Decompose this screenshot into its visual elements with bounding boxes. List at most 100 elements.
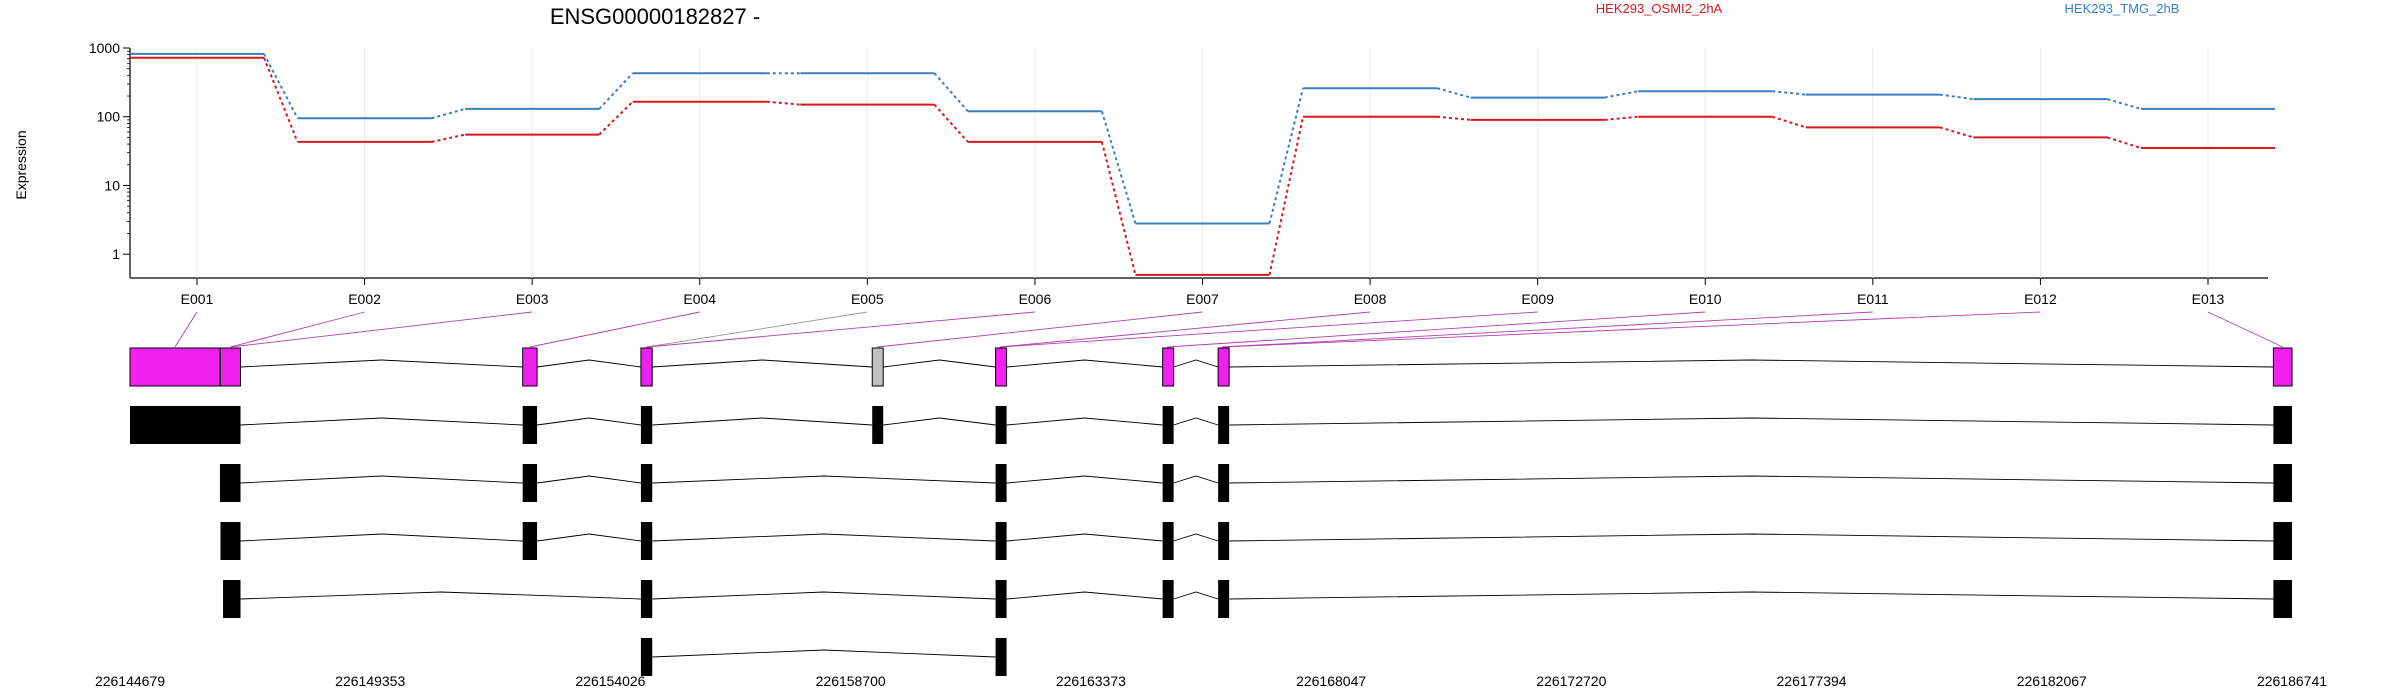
transcript-exon bbox=[1218, 522, 1229, 560]
series-2-connector bbox=[1270, 88, 1304, 223]
series-1-connector bbox=[934, 105, 968, 142]
transcript-exon bbox=[1218, 464, 1229, 502]
genomic-coordinate-label: 226177394 bbox=[1777, 673, 1847, 689]
exon-connector bbox=[230, 312, 364, 347]
genomic-coordinate-label: 226186741 bbox=[2257, 673, 2327, 689]
transcript-exon bbox=[641, 464, 652, 502]
series-1-connector bbox=[1437, 117, 1471, 120]
series-2-connector bbox=[1605, 91, 1639, 97]
series-2-connector bbox=[1772, 91, 1806, 94]
genomic-coordinate-label: 226154026 bbox=[575, 673, 645, 689]
transcript-exon bbox=[1218, 406, 1229, 444]
x-tick-label: E013 bbox=[2192, 291, 2225, 307]
y-tick-label: 100 bbox=[97, 109, 121, 125]
transcript-intron-line bbox=[652, 650, 995, 657]
transcript-exon bbox=[2273, 580, 2292, 618]
transcript-intron-line bbox=[883, 418, 995, 425]
series-2-connector bbox=[264, 54, 298, 118]
series-1-connector bbox=[599, 102, 633, 135]
series-2-connector bbox=[1437, 88, 1471, 97]
chart-title: ENSG00000182827 - bbox=[550, 4, 760, 29]
series-1-connector bbox=[1605, 117, 1639, 120]
transcript-intron-line bbox=[1229, 418, 2273, 425]
intron-line bbox=[1229, 360, 2273, 367]
dexseq-expression-figure: ENSG00000182827 - HEK293_OSMI2_2hA HEK29… bbox=[0, 0, 2400, 700]
series-2-connector bbox=[934, 73, 968, 111]
transcript-intron-line bbox=[652, 592, 995, 599]
series-1-connector bbox=[1772, 117, 1806, 128]
genomic-coordinate-label: 226149353 bbox=[335, 673, 405, 689]
x-tick-label: E011 bbox=[1857, 291, 1889, 307]
exon-connector bbox=[230, 312, 532, 347]
x-tick-label: E001 bbox=[181, 291, 214, 307]
transcript-exon bbox=[523, 464, 537, 502]
series-1-connector bbox=[1102, 142, 1136, 275]
exon-bin-box bbox=[220, 348, 240, 386]
y-tick-label: 10 bbox=[104, 177, 120, 193]
transcript-intron-line bbox=[652, 534, 995, 541]
exon-connector bbox=[175, 312, 197, 347]
transcript-exon bbox=[523, 522, 537, 560]
transcript-intron-line bbox=[241, 534, 523, 541]
x-tick-label: E007 bbox=[1186, 291, 1219, 307]
transcript-intron-line bbox=[1174, 534, 1219, 541]
exon-connector bbox=[647, 312, 868, 347]
exon-bin-box bbox=[523, 348, 537, 386]
intron-line bbox=[537, 360, 641, 367]
transcript-exon bbox=[223, 580, 240, 618]
x-tick-label: E003 bbox=[516, 291, 549, 307]
transcript-exon bbox=[1163, 464, 1174, 502]
transcript-exon bbox=[641, 638, 652, 676]
transcript-exon bbox=[641, 522, 652, 560]
series-2-connector bbox=[599, 73, 633, 109]
transcript-exon bbox=[2273, 522, 2292, 560]
transcript-exon bbox=[1163, 522, 1174, 560]
genomic-coordinate-label: 226158700 bbox=[816, 673, 886, 689]
exon-bin-box bbox=[2273, 348, 2292, 386]
y-axis-label: Expression bbox=[13, 130, 29, 199]
series-1-connector bbox=[1270, 117, 1304, 275]
x-tick-label: E002 bbox=[348, 291, 381, 307]
transcript-intron-line bbox=[1007, 418, 1163, 425]
transcript-intron-line bbox=[1007, 476, 1163, 483]
transcript-intron-line bbox=[537, 418, 641, 425]
exon-connector bbox=[1222, 312, 1873, 347]
transcript-intron-line bbox=[537, 534, 641, 541]
x-tick-label: E005 bbox=[851, 291, 884, 307]
transcript-intron-line bbox=[241, 476, 523, 483]
transcript-exon bbox=[872, 406, 883, 444]
transcript-exon bbox=[1218, 580, 1229, 618]
transcript-exon bbox=[996, 522, 1007, 560]
transcript-intron-line bbox=[1174, 592, 1219, 599]
transcript-intron-line bbox=[537, 476, 641, 483]
plot-area: 1000100101E001 E002 E003 E004 E005 E006 E007 E0… bbox=[89, 40, 2327, 689]
transcript-exon bbox=[641, 406, 652, 444]
exon-connector bbox=[530, 312, 700, 347]
intron-line bbox=[652, 360, 872, 367]
series-1-connector bbox=[2107, 137, 2141, 148]
genomic-coordinate-label: 226172720 bbox=[1536, 673, 1606, 689]
exon-connector bbox=[2208, 312, 2283, 347]
intron-line bbox=[1007, 360, 1163, 367]
transcript-intron-line bbox=[1007, 534, 1163, 541]
transcript-exon bbox=[996, 580, 1007, 618]
x-tick-label: E010 bbox=[1689, 291, 1722, 307]
exon-connector bbox=[1000, 312, 1538, 347]
transcript-intron-line bbox=[241, 592, 641, 599]
transcript-exon bbox=[220, 522, 240, 560]
transcript-intron-line bbox=[1174, 418, 1219, 425]
x-tick-label: E008 bbox=[1354, 291, 1387, 307]
y-tick-label: 1 bbox=[112, 246, 120, 262]
exon-connector bbox=[877, 312, 1202, 347]
transcript-intron-line bbox=[652, 476, 995, 483]
series-1-connector bbox=[432, 135, 466, 142]
intron-line bbox=[241, 360, 523, 367]
transcript-intron-line bbox=[1229, 534, 2273, 541]
transcript-exon bbox=[2273, 406, 2292, 444]
transcript-exon bbox=[641, 580, 652, 618]
intron-line bbox=[1174, 360, 1219, 367]
genomic-coordinate-label: 226168047 bbox=[1296, 673, 1366, 689]
exon-bin-box bbox=[872, 348, 883, 386]
transcript-exon bbox=[996, 464, 1007, 502]
x-tick-label: E006 bbox=[1019, 291, 1052, 307]
